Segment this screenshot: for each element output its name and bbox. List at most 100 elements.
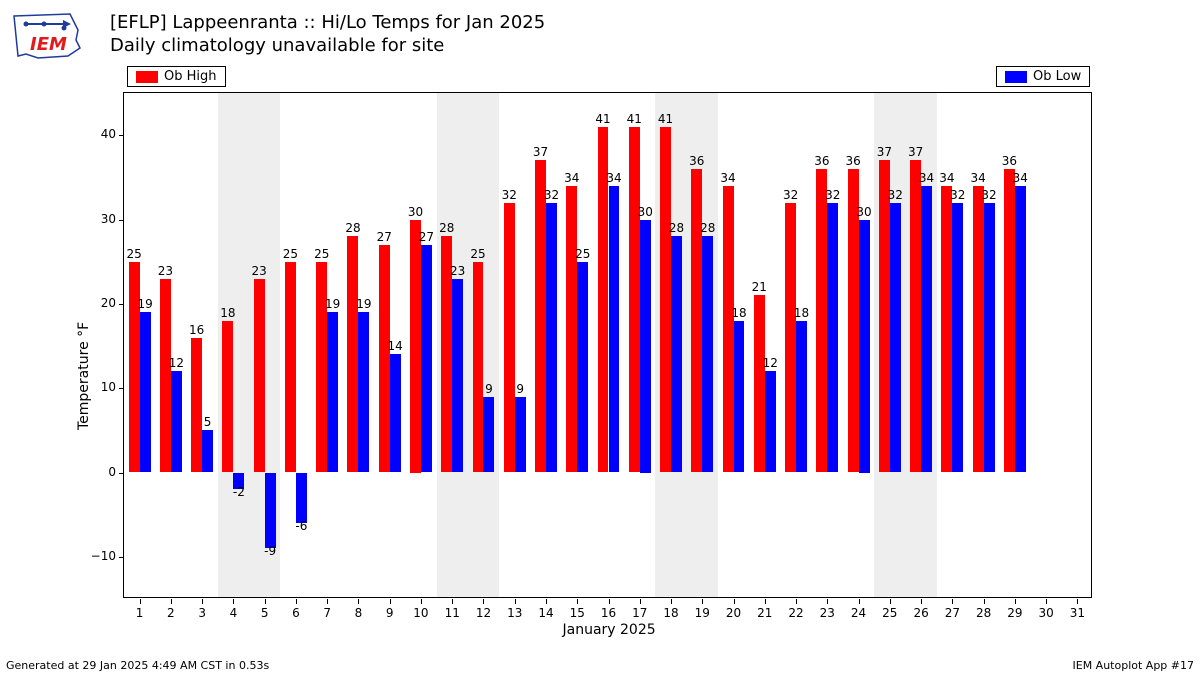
bar-high-label: 34 [720, 171, 735, 185]
bar-low [796, 321, 807, 473]
x-tick-label: 24 [851, 606, 866, 620]
x-tick [765, 599, 766, 604]
bar-low-label: 30 [638, 205, 653, 219]
x-tick [1077, 599, 1078, 604]
bar-high [629, 127, 640, 473]
x-tick-label: 18 [663, 606, 678, 620]
chart-title: [EFLP] Lappeenranta :: Hi/Lo Temps for J… [110, 12, 545, 57]
x-tick [515, 599, 516, 604]
bar-low-label: 32 [950, 188, 965, 202]
x-tick [296, 599, 297, 604]
x-tick [171, 599, 172, 604]
x-tick [546, 599, 547, 604]
bar-high [535, 160, 546, 472]
bar-low-label: 19 [137, 297, 152, 311]
svg-text:IEM: IEM [30, 34, 67, 55]
bar-high-label: 25 [314, 247, 329, 261]
bar-low [265, 473, 276, 549]
bar-high [785, 203, 796, 473]
bar-low-label: 27 [419, 230, 434, 244]
y-tick-label: −10 [84, 549, 116, 563]
y-tick-label: 0 [84, 465, 116, 479]
bar-low-label: 18 [794, 306, 809, 320]
bar-low [702, 236, 713, 472]
x-tick [984, 599, 985, 604]
x-tick-label: 23 [820, 606, 835, 620]
bar-high-label: 36 [1002, 154, 1017, 168]
bar-low [140, 312, 151, 472]
bar-low-label: 34 [606, 171, 621, 185]
bar-high [504, 203, 515, 473]
y-tick-label: 40 [84, 127, 116, 141]
x-tick-label: 14 [538, 606, 553, 620]
bar-low-label: 12 [763, 356, 778, 370]
x-tick [921, 599, 922, 604]
bar-high-label: 30 [408, 205, 423, 219]
bar-low-label: 32 [544, 188, 559, 202]
x-tick [390, 599, 391, 604]
bar-high-label: 28 [345, 221, 360, 235]
bar-low [734, 321, 745, 473]
bar-low-label: 32 [825, 188, 840, 202]
x-tick [1015, 599, 1016, 604]
x-tick [671, 599, 672, 604]
x-tick-label: 15 [570, 606, 585, 620]
bar-high-label: 32 [502, 188, 517, 202]
x-tick [202, 599, 203, 604]
bar-high-label: 41 [595, 112, 610, 126]
x-tick-label: 6 [292, 606, 300, 620]
x-tick-label: 28 [976, 606, 991, 620]
bar-high-label: 41 [658, 112, 673, 126]
bar-high-label: 25 [127, 247, 142, 261]
bar-high [129, 262, 140, 473]
bar-high [1004, 169, 1015, 473]
bar-high [410, 220, 421, 473]
bar-high [910, 160, 921, 472]
x-tick-label: 10 [413, 606, 428, 620]
bar-high [754, 295, 765, 472]
bar-low [171, 371, 182, 472]
x-tick-label: 27 [945, 606, 960, 620]
bar-low-label: 18 [731, 306, 746, 320]
bar-low [202, 430, 213, 472]
x-tick [1046, 599, 1047, 604]
bar-high-label: 36 [845, 154, 860, 168]
x-tick-label: 25 [882, 606, 897, 620]
x-tick [640, 599, 641, 604]
bar-low-label: 28 [700, 221, 715, 235]
x-tick-label: 31 [1070, 606, 1085, 620]
bar-low-label: 14 [388, 339, 403, 353]
bar-low [546, 203, 557, 473]
footer-appid: IEM Autoplot App #17 [1073, 659, 1195, 672]
bar-high-label: 28 [439, 221, 454, 235]
bar-low-label: 30 [856, 205, 871, 219]
bar-high [379, 245, 390, 473]
legend-ob-low: Ob Low [996, 66, 1090, 87]
bar-low [358, 312, 369, 472]
x-tick [327, 599, 328, 604]
bar-high [160, 279, 171, 473]
bar-low [577, 262, 588, 473]
bar-high [941, 186, 952, 473]
bar-low [327, 312, 338, 472]
x-tick-label: 30 [1038, 606, 1053, 620]
bar-low-label: 5 [204, 415, 212, 429]
bar-low [952, 203, 963, 473]
bar-high-label: 34 [564, 171, 579, 185]
bar-low-label: 25 [575, 247, 590, 261]
bar-low [1015, 186, 1026, 473]
bar-high-label: 32 [783, 188, 798, 202]
y-tick [119, 135, 124, 136]
x-tick [233, 599, 234, 604]
bar-high-label: 27 [377, 230, 392, 244]
y-tick [119, 557, 124, 558]
y-tick-label: 20 [84, 296, 116, 310]
x-tick-label: 1 [136, 606, 144, 620]
bar-high-label: 23 [252, 264, 267, 278]
x-tick [952, 599, 953, 604]
bar-high-label: 41 [627, 112, 642, 126]
legend-ob-high: Ob High [127, 66, 226, 87]
x-tick [483, 599, 484, 604]
x-tick-label: 2 [167, 606, 175, 620]
bar-low [609, 186, 620, 473]
